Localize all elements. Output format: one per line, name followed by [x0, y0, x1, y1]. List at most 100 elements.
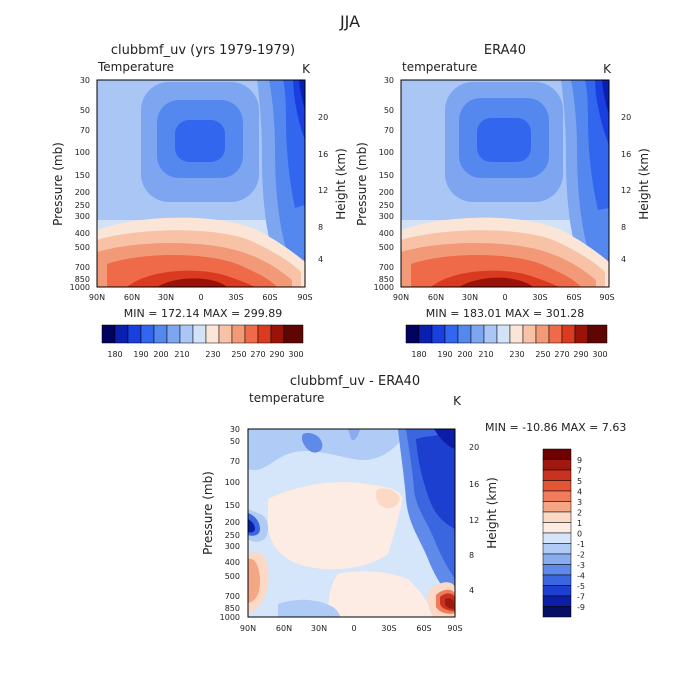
- x-tick-label: 90S: [447, 624, 462, 633]
- y-axis-height: 4 8 12 16 20: [318, 113, 328, 264]
- panel-title: clubbmf_uv - ERA40: [290, 374, 420, 389]
- colorbar-cell: [179, 324, 194, 344]
- height-tick-label: 20: [318, 113, 328, 122]
- colorbar-cell: [542, 511, 572, 523]
- y-tick-label: 100: [225, 478, 240, 487]
- colorbar-cell: [166, 324, 181, 344]
- x-tick-label: 30S: [532, 293, 547, 302]
- colorbar-label: 270: [250, 350, 265, 359]
- x-tick-label: 90N: [393, 293, 409, 302]
- y-axis-height: 4 8 12 16 20: [469, 443, 479, 595]
- colorbar-cell: [244, 324, 259, 344]
- panel-title: ERA40: [484, 43, 526, 58]
- colorbar-cell: [542, 606, 572, 618]
- panel-difference: clubbmf_uv - ERA40 temperature K: [201, 374, 626, 633]
- y-tick-label: 30: [80, 76, 90, 85]
- colorbar-label: -3: [577, 561, 585, 570]
- contour-band: [157, 278, 227, 287]
- colorbar-cell: [542, 490, 572, 502]
- y-tick-label: 150: [75, 171, 90, 180]
- y-axis-title-right: Height (km): [485, 477, 499, 548]
- colorbar-cell: [509, 324, 524, 344]
- height-tick-label: 20: [621, 113, 631, 122]
- height-tick-label: 20: [469, 443, 479, 452]
- x-tick-label: 90N: [89, 293, 105, 302]
- plot-frame: [96, 79, 306, 288]
- colorbar-cell: [114, 324, 129, 344]
- min-max-stats: MIN = -10.86 MAX = 7.63: [485, 421, 626, 434]
- y-tick-label: 150: [225, 501, 240, 510]
- colorbar-cell: [542, 501, 572, 513]
- y-tick-label: 850: [75, 275, 90, 284]
- colorbar-label: 250: [231, 350, 246, 359]
- y-axis-title-right: Height (km): [334, 148, 348, 219]
- y-axis-title-right: Height (km): [637, 148, 651, 219]
- colorbar-cell: [542, 564, 572, 576]
- contour-band: [328, 571, 433, 617]
- y-tick-label: 1000: [220, 613, 240, 622]
- colorbar-cell: [542, 574, 572, 586]
- colorbar-cell: [542, 480, 572, 492]
- y-tick-label: 50: [80, 106, 90, 115]
- height-tick-label: 12: [318, 186, 328, 195]
- contour-band: [477, 118, 531, 162]
- x-tick-label: 90S: [599, 293, 614, 302]
- height-tick-label: 16: [318, 150, 328, 159]
- height-tick-label: 16: [469, 480, 479, 489]
- x-tick-label: 0: [502, 293, 507, 302]
- plot-frame: [400, 79, 610, 288]
- contour-band: [278, 599, 340, 617]
- units-label: K: [302, 62, 311, 76]
- height-tick-label: 8: [469, 551, 474, 560]
- y-tick-label: 70: [230, 457, 240, 466]
- y-tick-label: 250: [379, 201, 394, 210]
- variable-label: Temperature: [97, 60, 174, 74]
- y-tick-label: 700: [225, 592, 240, 601]
- colorbar-label: 3: [577, 498, 582, 507]
- colorbar-cell: [574, 324, 589, 344]
- y-tick-label: 30: [384, 76, 394, 85]
- y-tick-label: 400: [75, 229, 90, 238]
- height-tick-label: 16: [621, 150, 631, 159]
- height-tick-label: 8: [318, 223, 323, 232]
- height-tick-label: 12: [621, 186, 631, 195]
- x-tick-label: 60S: [566, 293, 581, 302]
- x-tick-label: 60S: [416, 624, 431, 633]
- y-tick-label: 150: [379, 171, 394, 180]
- y-tick-label: 50: [230, 437, 240, 446]
- contour-band: [299, 80, 305, 110]
- y-tick-label: 400: [379, 229, 394, 238]
- colorbar-cell: [283, 324, 304, 344]
- colorbar-label: -9: [577, 603, 585, 612]
- y-tick-label: 70: [384, 126, 394, 135]
- y-tick-label: 850: [379, 275, 394, 284]
- colorbar-label: -4: [577, 572, 585, 581]
- colorbar-label: 290: [269, 350, 284, 359]
- y-tick-label: 50: [384, 106, 394, 115]
- contour-band: [375, 488, 400, 509]
- x-axis: 90N 60N 30N 0 30S 60S 90S: [240, 624, 463, 633]
- x-axis: 90N 60N 30N 0 30S 60S 90S: [89, 293, 313, 302]
- panel-model: clubbmf_uv (yrs 1979-1979) Temperature K: [51, 43, 348, 359]
- colorbar-cell: [418, 324, 433, 344]
- x-tick-label: 30S: [228, 293, 243, 302]
- colorbar-cell: [231, 324, 246, 344]
- y-tick-label: 250: [225, 531, 240, 540]
- colorbar-label: 200: [153, 350, 168, 359]
- contour-field: [248, 429, 455, 617]
- y-tick-label: 1000: [70, 283, 90, 292]
- y-tick-label: 300: [225, 542, 240, 551]
- y-axis-pressure: 30 50 70 100 150 200 250 300 400 500 700…: [220, 425, 240, 622]
- height-tick-label: 8: [621, 223, 626, 232]
- x-tick-label: 30N: [462, 293, 478, 302]
- y-axis-pressure: 30 50 70 100 150 200 250 300 400 500 700…: [70, 76, 90, 292]
- y-tick-label: 700: [379, 263, 394, 272]
- plot-frame: [247, 428, 456, 618]
- colorbar-cell: [561, 324, 576, 344]
- colorbar-cell: [127, 324, 142, 344]
- colorbar-label: -2: [577, 551, 585, 560]
- colorbar-cell: [218, 324, 233, 344]
- colorbar-cell: [542, 469, 572, 481]
- y-tick-label: 400: [225, 558, 240, 567]
